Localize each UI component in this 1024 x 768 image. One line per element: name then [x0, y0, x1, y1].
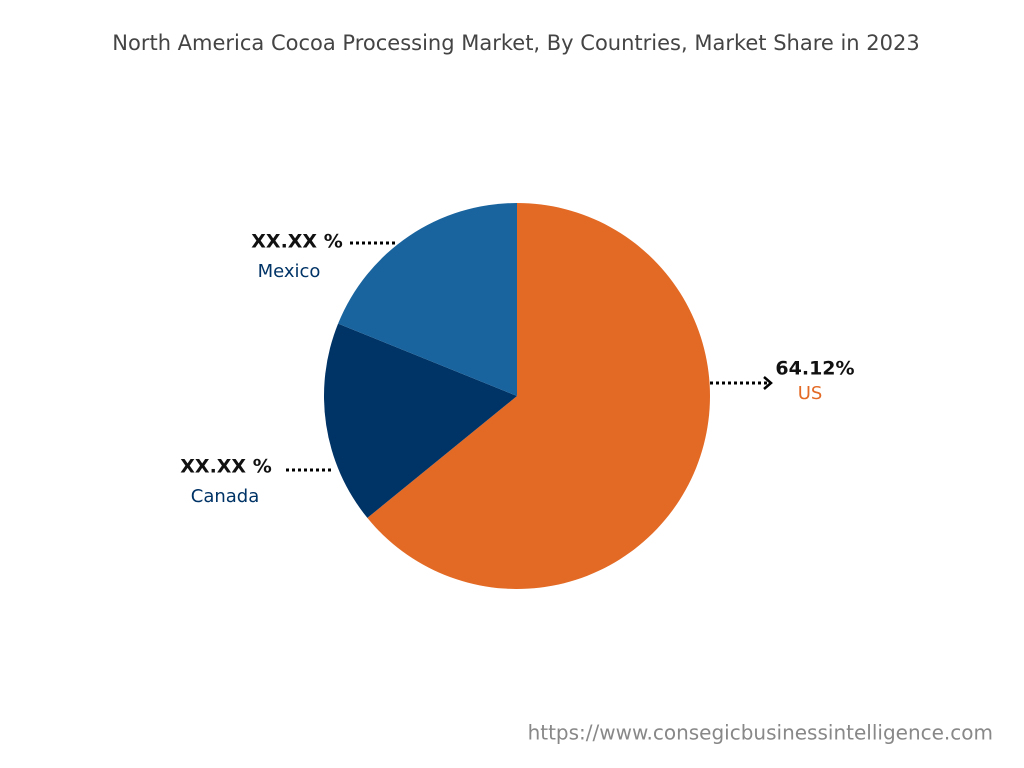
category-label: Canada	[191, 486, 260, 507]
chart-title: North America Cocoa Processing Market, B…	[112, 31, 919, 55]
pie-slice	[367, 203, 710, 589]
pie-slice	[338, 203, 517, 396]
category-label: Mexico	[258, 261, 321, 282]
pie-slice	[323, 323, 517, 518]
category-label: US	[798, 383, 823, 404]
value-label: XX.XX %	[180, 456, 271, 478]
leader-lines	[286, 241, 773, 472]
leader-arrow	[763, 376, 773, 390]
value-label: XX.XX %	[251, 231, 342, 253]
value-label: 64.12%	[775, 358, 854, 380]
source-url: https://www.consegicbusinessintelligence…	[528, 721, 993, 745]
pie	[323, 203, 710, 589]
